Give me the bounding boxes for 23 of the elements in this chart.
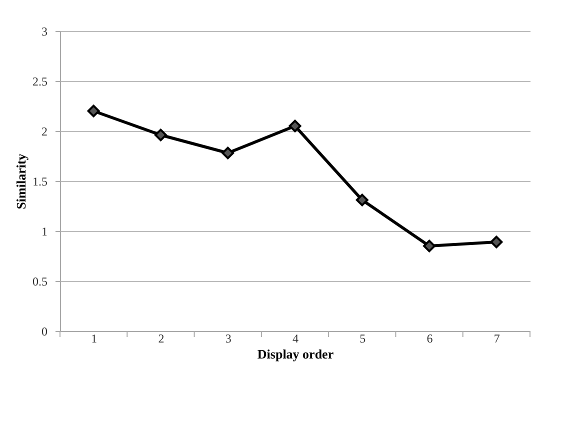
point [87,104,100,118]
point [423,240,436,252]
y-tick-label: 2 [42,124,48,138]
x-tick-label: 7 [494,332,500,346]
point [356,194,368,206]
y-tick-label: 1.5 [32,174,48,188]
point [154,128,167,142]
point [490,236,503,248]
x-tick-label: 3 [225,332,232,346]
point [222,146,234,160]
point [288,120,302,132]
x-tick-label: 1 [91,332,98,346]
x-tick-label: 4 [292,332,298,346]
x-axis-title: Display order [257,346,334,362]
y-tick-label: 1 [42,224,48,238]
y-tick-label: 0 [42,324,48,338]
y-tick-label: 3 [42,24,48,38]
x-tick-label: 2 [158,332,164,346]
x-tick-label: 5 [360,332,366,346]
y-tick-label: 0.5 [32,274,48,288]
x-tick-label: 6 [426,332,433,346]
y-axis-title: Similarity [14,153,28,210]
y-tick-label: 2.5 [32,74,48,88]
